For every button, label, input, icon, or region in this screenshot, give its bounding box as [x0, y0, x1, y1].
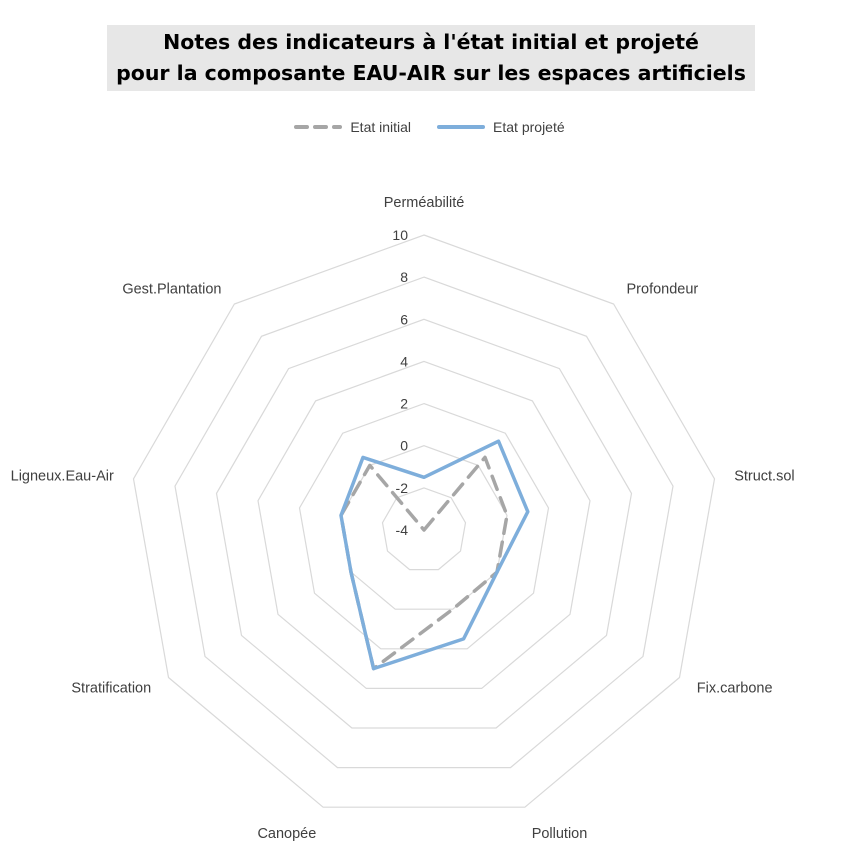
category-label: Perméabilité: [384, 195, 465, 211]
chart-title: Notes des indicateurs à l'état initial e…: [107, 25, 755, 91]
grid-ring: [257, 360, 591, 690]
tick-label: 2: [400, 396, 408, 412]
category-label: Profondeur: [627, 282, 699, 298]
series-line-projete: [339, 439, 530, 671]
tick-label: 0: [400, 438, 408, 454]
category-label: Stratification: [71, 681, 151, 697]
category-label: Ligneux.Eau-Air: [11, 468, 114, 484]
legend-label-initial: Etat initial: [350, 119, 412, 135]
grid-ring: [132, 234, 716, 808]
legend-swatch-initial: [294, 125, 343, 129]
legend-item-projete: Etat projeté: [437, 119, 565, 135]
series-line-initial: [339, 455, 509, 671]
tick-label: 4: [400, 353, 408, 369]
grid-ring: [381, 487, 467, 571]
tick-label: 10: [392, 227, 408, 243]
legend-label-projete: Etat projeté: [493, 119, 565, 135]
tick-label: -2: [396, 480, 409, 496]
chart-title-line-1: Notes des indicateurs à l'état initial e…: [163, 30, 699, 54]
tick-label: 8: [400, 269, 408, 285]
category-label: Pollution: [532, 826, 588, 842]
category-label: Canopée: [257, 826, 316, 842]
tick-label: -4: [396, 522, 409, 538]
legend-item-initial: Etat initial: [294, 119, 411, 135]
category-label: Fix.carbone: [697, 681, 773, 697]
grid-ring: [215, 318, 633, 729]
category-label: Gest.Plantation: [122, 282, 221, 298]
chart-legend: Etat initial Etat projeté: [0, 119, 859, 135]
grid-ring: [298, 402, 550, 650]
tick-label: 6: [400, 311, 408, 327]
legend-swatch-projete: [437, 125, 486, 129]
grid-ring: [174, 276, 674, 769]
category-label: Struct.sol: [734, 468, 794, 484]
chart-title-line-2: pour la composante EAU-AIR sur les espac…: [116, 61, 746, 85]
